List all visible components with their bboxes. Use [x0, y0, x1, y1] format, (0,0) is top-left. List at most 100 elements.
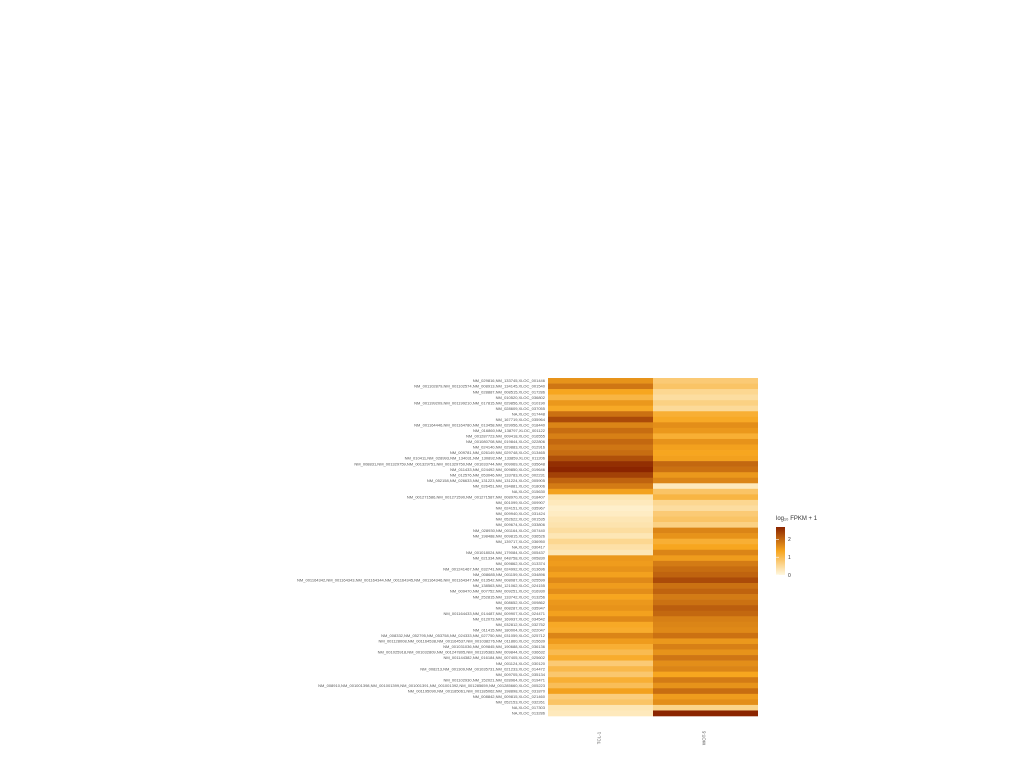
heatmap-cell: [548, 416, 653, 423]
heatmap-cell: [653, 655, 758, 661]
heatmap-cell: [548, 671, 653, 678]
row-label: NM_001102930,NM_152021,NM_028964,XLOC_01…: [443, 677, 545, 682]
heatmap-cell: [548, 666, 653, 672]
row-label: NM_001287723,NM_009418,XLOC_016555: [466, 434, 546, 439]
heatmap-cell: [653, 427, 758, 434]
row-label: NM_008213,NM_001309,NM_001035731,NM_0212…: [420, 666, 546, 671]
column-label: WOT-5: [702, 730, 707, 745]
heatmap-cell: [653, 505, 758, 512]
heatmap-cell: [653, 455, 758, 462]
row-label: NA,XLOC_017303: [512, 705, 546, 710]
row-label: NM_198488,NM_009815,XLOC_036526: [473, 533, 546, 538]
heatmap-cell: [548, 655, 653, 661]
row-label: NM_028609,XLOC_037055: [496, 406, 546, 411]
heatmap-cell: [548, 444, 653, 451]
row-label: NM_011415,NM_180004,XLOC_022047: [473, 628, 546, 633]
heatmap-cell: [548, 627, 653, 634]
row-label: NM_001164446,NM_001164780,NM_013458,NM_0…: [414, 423, 546, 428]
heatmap-cell: [548, 494, 653, 501]
row-label: NM_001099,XLOC_009907: [496, 500, 546, 505]
heatmap-cell: [653, 555, 758, 562]
legend-colorbar: [776, 527, 785, 575]
heatmap-cell: [548, 394, 653, 401]
row-label: NM_008685,NM_001159,XLOC_034896: [473, 572, 546, 577]
row-label: NA,XLOC_015630: [512, 489, 546, 494]
heatmap-cell: [653, 400, 758, 406]
heatmap-cell: [548, 389, 653, 395]
heatmap-cell: [653, 605, 758, 612]
row-label: NM_167719,XLOC_035964: [496, 417, 546, 422]
heatmap-cell: [548, 555, 653, 562]
row-label: NM_252815,NM_133742,XLOC_013256: [473, 594, 546, 599]
heatmap-cell: [653, 583, 758, 589]
heatmap-cell: [653, 599, 758, 606]
heatmap-cell: [653, 693, 758, 700]
heatmap-cell: [548, 605, 653, 612]
heatmap-cell: [653, 416, 758, 423]
heatmap-cell: [548, 621, 653, 628]
heatmap-cell: [653, 544, 758, 551]
heatmap-cell: [548, 522, 653, 528]
heatmap-cell: [653, 488, 758, 495]
heatmap-cell: [548, 450, 653, 456]
heatmap-cell: [548, 427, 653, 434]
heatmap-cell: [548, 383, 653, 390]
heatmap-cell: [548, 704, 653, 711]
row-label: NM_009781,NM_026149,NM_029748,XLOC_01346…: [450, 450, 546, 455]
row-label: NM_008287,XLOC_035947: [496, 605, 546, 610]
column-labels: TCL-1 WOT-5: [597, 730, 707, 745]
row-label: NM_012576,NM_053046,NM_133783,XLOC_00223…: [450, 472, 546, 477]
legend-title: log₁₀ FPKM + 1: [776, 516, 818, 522]
heatmap-cell: [653, 671, 758, 678]
heatmap-cell: [653, 483, 758, 490]
row-label: NM_009705,XLOC_035134: [496, 672, 546, 677]
heatmap-cell: [548, 483, 653, 490]
heatmap-cell: [548, 583, 653, 589]
row-label: NM_011433,NM_024492,NM_009850,XLOC_01964…: [450, 467, 546, 472]
heatmap-cell: [653, 588, 758, 595]
row-label: NM_009674,XLOC_033806: [496, 522, 546, 527]
row-label: NM_001102879,NM_001102574,NM_008913,NM_1…: [414, 384, 546, 389]
row-label: NM_024151,XLOC_035967: [496, 506, 546, 511]
row-label: NM_016860,NM_138797,XLOC_001122: [473, 428, 546, 433]
heatmap-cell: [653, 494, 758, 501]
heatmap-cell: [653, 466, 758, 473]
heatmap-cell: [548, 699, 653, 706]
heatmap-cell: [653, 510, 758, 517]
legend-tick-label: 1: [788, 555, 791, 561]
heatmap-cell: [548, 560, 653, 567]
row-label: NM_001128008,NM_001164538,NM_001164537,N…: [379, 639, 546, 644]
heatmap-cell: [653, 549, 758, 556]
row-label: NM_001124,XLOC_030120: [496, 661, 546, 666]
row-label: NM_001164342,NM_001164343,NM_001164344,N…: [297, 578, 546, 583]
heatmap-cell: [653, 433, 758, 440]
heatmap-cell: [548, 438, 653, 445]
heatmap-cell: [653, 682, 758, 689]
heatmap-cell: [548, 499, 653, 506]
heatmap-cell: [548, 549, 653, 556]
heatmap-cell: [653, 643, 758, 650]
row-label: NM_028930,NM_001164,XLOC_007440: [473, 528, 546, 533]
heatmap-cell: [548, 510, 653, 517]
heatmap-cell: [548, 638, 653, 645]
heatmap-cell: [548, 693, 653, 700]
heatmap-cell: [653, 566, 758, 573]
row-label: NM_001144382,NM_016184,NM_007405,XLOC_02…: [443, 655, 545, 660]
row-label: NM_001241467,NM_032741,NM_024992,XLOC_01…: [443, 567, 546, 572]
heatmap-cell: [548, 378, 653, 384]
heatmap-cells: [548, 378, 758, 717]
heatmap-cell: [653, 405, 758, 412]
legend-tick-label: 0: [788, 573, 791, 579]
heatmap-cell: [548, 405, 653, 412]
heatmap-cell: [653, 461, 758, 467]
heatmap-cell: [653, 499, 758, 506]
row-label: NM_001025918,NM_001032809,NM_001247805,N…: [378, 650, 546, 655]
heatmap-cell: [548, 461, 653, 467]
heatmap-cell: [548, 643, 653, 650]
heatmap-cell: [653, 477, 758, 484]
legend-tick-label: 2: [788, 537, 791, 543]
row-label: NM_029816,NM_133745,XLOC_001446: [473, 378, 546, 383]
heatmap-cell: [548, 649, 653, 656]
heatmap-cell: [653, 688, 758, 695]
heatmap-cell: [653, 516, 758, 523]
